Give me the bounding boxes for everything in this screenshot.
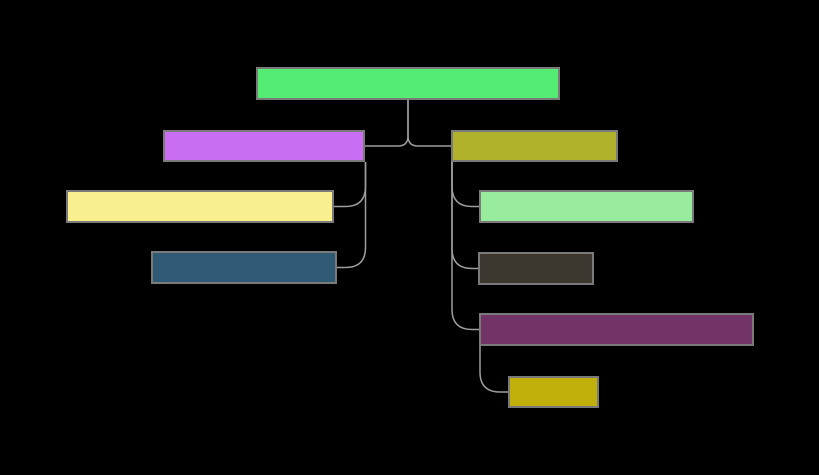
mindmap-node-left-1-2[interactable] [151, 251, 337, 284]
mindmap-node-right-1-1[interactable] [479, 190, 694, 223]
connector-right-1-right-1-2 [451, 162, 478, 270]
mindmap-node-left-1[interactable] [163, 130, 365, 162]
connector-right-1-right-1-3 [451, 162, 479, 331]
connector-left-1-left-1-2 [337, 162, 367, 269]
connector-left-1-left-1-1 [334, 162, 367, 208]
connector-root-right-1 [407, 100, 451, 147]
connector-right-1-right-1-1 [451, 162, 479, 208]
mindmap-node-root[interactable] [256, 67, 560, 100]
connector-root-left-1 [365, 100, 409, 147]
mindmap-node-right-1-3-1[interactable] [508, 376, 599, 408]
mindmap-node-right-1[interactable] [451, 130, 618, 162]
mindmap-node-right-1-2[interactable] [478, 252, 594, 285]
mindmap-node-left-1-1[interactable] [66, 190, 334, 223]
connector-right-1-3-right-1-3-1 [479, 346, 508, 393]
mindmap-node-right-1-3[interactable] [479, 313, 754, 346]
